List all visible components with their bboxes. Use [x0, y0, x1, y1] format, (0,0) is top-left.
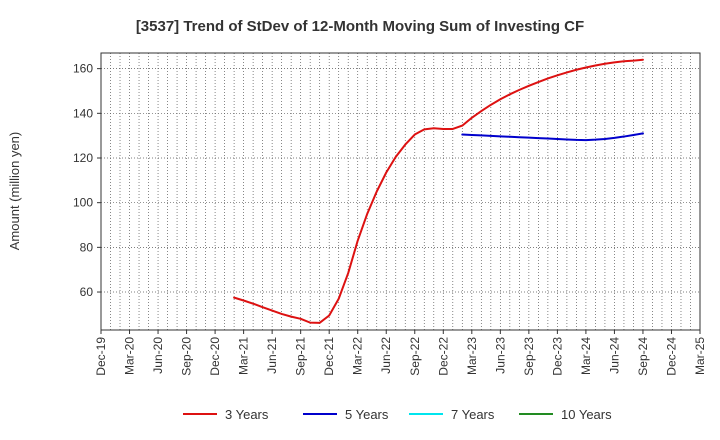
y-tick-label: 60	[80, 285, 94, 299]
x-tick-label: Sep-21	[294, 337, 308, 376]
legend-label-10-years: 10 Years	[561, 407, 612, 422]
y-tick-label: 100	[73, 196, 93, 210]
x-tick-label: Mar-21	[237, 337, 251, 375]
plot-frame	[100, 52, 701, 331]
plot-area: 60 80 100 120 140 160 Dec-19 Mar-20 Jun-20 Sep-20…	[73, 52, 707, 376]
x-tick-label: Sep-20	[180, 337, 194, 376]
chart-title: [3537] Trend of StDev of 12-Month Moving…	[136, 18, 584, 35]
x-tick-label: Mar-22	[351, 337, 365, 375]
x-tick-label: Sep-24	[636, 337, 650, 376]
series-line-3-years	[233, 58, 644, 324]
legend-label-5-years: 5 Years	[345, 407, 389, 422]
x-tick-label: Mar-24	[579, 337, 593, 375]
legend-label-3-years: 3 Years	[225, 407, 269, 422]
y-tick-label: 140	[73, 106, 93, 120]
x-tick-label: Dec-21	[322, 337, 336, 376]
x-tick-label: Sep-22	[408, 337, 422, 376]
series-line-5-years	[461, 132, 644, 142]
x-tick-label: Sep-23	[522, 337, 536, 376]
x-tick-label: Dec-22	[436, 337, 450, 376]
y-tick-label: 160	[73, 62, 93, 76]
x-tick-label: Mar-20	[123, 337, 137, 375]
x-tick-label: Jun-24	[607, 337, 621, 374]
y-tick-label: 80	[80, 240, 94, 254]
y-axis-label: Amount (million yen)	[7, 132, 22, 251]
x-tick-label: Dec-24	[664, 337, 678, 376]
y-tick-label: 120	[73, 151, 93, 165]
x-tick-label: Jun-21	[265, 337, 279, 374]
x-tick-label: Dec-20	[208, 337, 222, 376]
legend: 3 Years 5 Years 7 Years 10 Years	[183, 407, 612, 422]
x-tick-label: Dec-23	[550, 337, 564, 376]
x-tick-label: Jun-22	[379, 337, 393, 374]
x-tick-label: Jun-23	[493, 337, 507, 374]
x-tick-label: Jun-20	[151, 337, 165, 374]
x-tick-label: Mar-25	[693, 337, 707, 375]
legend-label-7-years: 7 Years	[451, 407, 495, 422]
x-tick-label: Mar-23	[465, 337, 479, 375]
x-tick-label: Dec-19	[94, 337, 108, 376]
